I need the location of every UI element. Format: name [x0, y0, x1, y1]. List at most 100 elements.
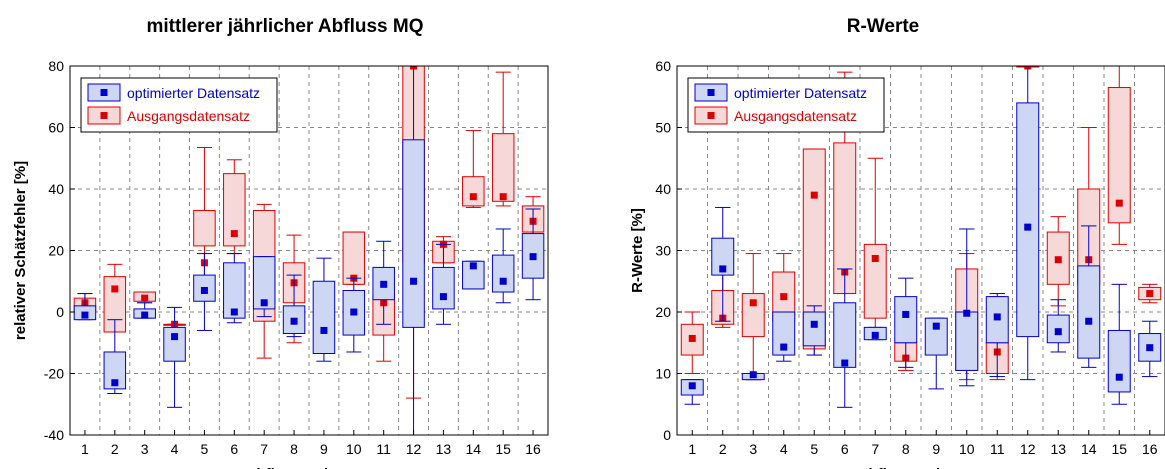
- box-ausg-3: [741, 293, 765, 338]
- box-ausg-14: [462, 176, 485, 207]
- y-tick-label: 0: [56, 304, 64, 320]
- mean-marker-opt-1: [688, 382, 696, 390]
- mean-marker-opt-6: [841, 359, 849, 367]
- mean-marker-opt-14: [469, 262, 477, 270]
- x-tick-label: 8: [290, 441, 298, 457]
- x-tick-label: 3: [141, 441, 149, 457]
- mean-marker-opt-6: [230, 308, 238, 316]
- box-opt-15: [1107, 329, 1131, 393]
- y-tick-label: 40: [48, 181, 64, 197]
- y-tick-label: 60: [655, 58, 671, 74]
- plot-area: [73, 66, 545, 435]
- x-tick-label: 1: [688, 441, 696, 457]
- x-tick-label: 3: [749, 441, 757, 457]
- y-tick-label: 20: [655, 304, 671, 320]
- box-opt-12: [402, 139, 425, 328]
- x-tick-label: 6: [230, 441, 238, 457]
- mean-marker-opt-3: [141, 311, 149, 319]
- chart-title: mittlerer jährlicher Abfluss MQ: [147, 16, 424, 37]
- box-ausg-6: [223, 173, 246, 247]
- x-tick-label: 13: [1050, 441, 1066, 457]
- y-tick-label: -20: [44, 366, 64, 382]
- box-opt-7: [252, 256, 276, 310]
- legend-marker: [707, 89, 715, 96]
- box-opt-4: [163, 326, 186, 362]
- x-tick-label: 7: [260, 441, 268, 457]
- x-tick-label: 4: [171, 441, 179, 457]
- box-ausg-5: [193, 210, 216, 247]
- mean-marker-opt-12: [1024, 223, 1032, 231]
- x-tick-label: 15: [495, 441, 511, 457]
- legend-label: optimierter Datensatz: [127, 85, 260, 101]
- mean-marker-opt-5: [810, 320, 818, 328]
- x-tick-label: 12: [406, 441, 422, 457]
- mean-marker-opt-7: [260, 299, 268, 307]
- mean-marker-opt-9: [320, 326, 328, 334]
- mean-marker-ausg-2: [111, 285, 119, 293]
- mean-marker-opt-13: [1054, 328, 1062, 336]
- mean-marker-opt-3: [749, 371, 757, 379]
- mean-marker-opt-7: [871, 331, 879, 339]
- mean-marker-opt-5: [200, 286, 208, 294]
- box-opt-6: [833, 302, 857, 368]
- box-opt-5: [802, 311, 826, 347]
- x-tick-label: 9: [932, 441, 940, 457]
- mean-marker-opt-10: [350, 308, 358, 316]
- mean-marker-ausg-3: [749, 299, 757, 307]
- box-ausg-15: [491, 133, 515, 202]
- mean-marker-ausg-6: [230, 230, 238, 238]
- x-tick-label: 9: [320, 441, 328, 457]
- x-tick-label: 12: [1020, 441, 1036, 457]
- mean-marker-ausg-16: [1146, 290, 1154, 298]
- x-tick-label: 11: [376, 441, 391, 457]
- x-tick-label: 10: [959, 441, 975, 457]
- box-opt-8: [894, 296, 918, 344]
- y-tick-label: 0: [663, 427, 671, 443]
- mean-marker-ausg-14: [469, 193, 477, 201]
- x-tick-label: 13: [436, 441, 452, 457]
- legend-marker: [100, 89, 108, 96]
- y-axis-label: R-Werte [%]: [629, 208, 646, 293]
- mean-marker-opt-13: [439, 293, 447, 301]
- box-ausg-7: [863, 243, 887, 319]
- mean-marker-opt-4: [780, 343, 788, 351]
- box-opt-4: [772, 311, 796, 356]
- mean-marker-opt-10: [963, 309, 971, 317]
- mean-marker-opt-2: [719, 265, 727, 273]
- y-tick-label: 30: [655, 243, 671, 259]
- mean-marker-ausg-3: [141, 294, 149, 302]
- x-tick-label: 14: [466, 441, 482, 457]
- y-tick-label: 20: [48, 243, 64, 259]
- x-tick-label: 10: [346, 441, 362, 457]
- mean-marker-ausg-1: [688, 334, 696, 342]
- mean-marker-opt-14: [1085, 317, 1093, 325]
- y-tick-label: 40: [655, 181, 671, 197]
- mean-marker-ausg-15: [499, 193, 507, 201]
- y-axis-label: relativer Schätzfehler [%]: [12, 161, 29, 340]
- chart-title: R-Werte: [847, 16, 920, 37]
- x-tick-label: 14: [1081, 441, 1097, 457]
- box-opt-13: [432, 266, 455, 310]
- mean-marker-opt-12: [410, 277, 418, 285]
- y-tick-label: 80: [48, 58, 64, 74]
- x-tick-label: 4: [780, 441, 788, 457]
- box-opt-9: [924, 317, 948, 356]
- x-tick-label: 1: [81, 441, 89, 457]
- x-tick-label: 2: [111, 441, 119, 457]
- legend-label: Ausgangsdatensatz: [127, 108, 250, 124]
- mean-marker-opt-15: [1115, 373, 1123, 381]
- legend-label: Ausgangsdatensatz: [734, 108, 857, 124]
- plot-area: [680, 66, 1162, 408]
- mean-marker-ausg-15: [1115, 199, 1123, 207]
- mean-marker-ausg-13: [1054, 256, 1062, 264]
- mean-marker-opt-8: [902, 310, 910, 318]
- mean-marker-opt-16: [529, 253, 537, 261]
- mean-marker-ausg-5: [810, 191, 818, 199]
- mean-marker-opt-9: [932, 322, 940, 330]
- x-tick-label: 2: [719, 441, 727, 457]
- x-tick-label: 15: [1111, 441, 1127, 457]
